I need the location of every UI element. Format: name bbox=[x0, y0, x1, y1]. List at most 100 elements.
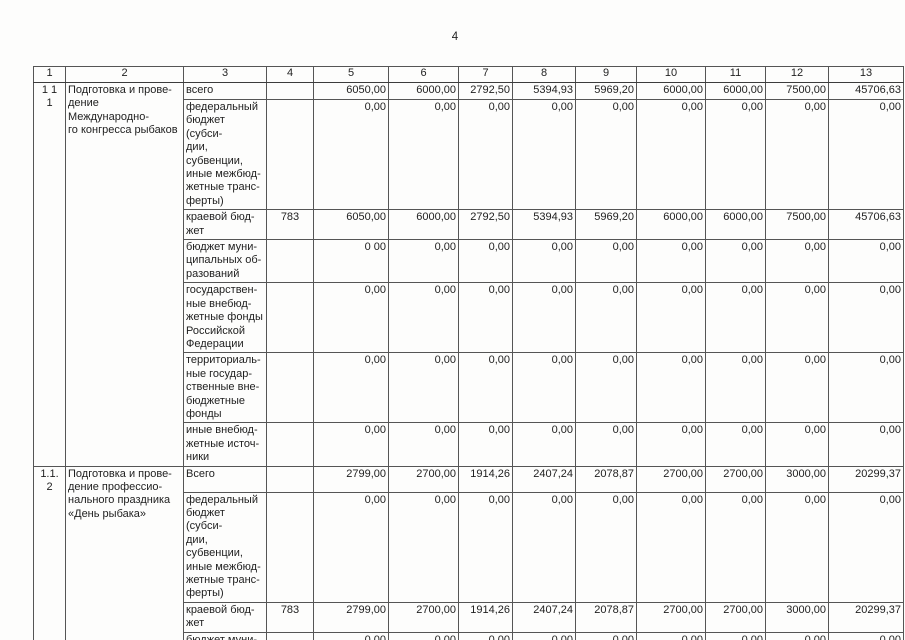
value-cell: 0,00 bbox=[636, 352, 706, 424]
value-cell: 0,00 bbox=[313, 282, 389, 354]
budget-type-cell: краевой бюд- жет bbox=[183, 209, 267, 241]
table-row: федеральный бюджет (субси- дии, субвенци… bbox=[34, 491, 904, 603]
table-header: 1 2 3 4 5 6 7 8 9 10 11 12 13 bbox=[33, 66, 904, 83]
value-cell: 0,00 bbox=[765, 491, 829, 603]
page-number: 4 bbox=[451, 31, 459, 43]
value-cell: 0,00 bbox=[512, 98, 576, 211]
table-row: краевой бюд- жет 783 2799,00 2700,00 1914,26… bbox=[34, 601, 904, 633]
budget-type-cell: Всего bbox=[183, 465, 267, 493]
value-cell: 2792,50 bbox=[458, 82, 513, 100]
value-cell: 0,00 bbox=[388, 491, 459, 603]
table-row: федеральный бюджет (субси- дии, субвенци… bbox=[34, 98, 904, 211]
value-cell: 5394,93 bbox=[512, 82, 576, 100]
value-cell: 0,00 bbox=[636, 282, 706, 354]
header-row: 1 2 3 4 5 6 7 8 9 10 11 12 13 bbox=[33, 66, 904, 83]
table-row: территориаль- ные государ- ственные вне-… bbox=[34, 352, 904, 424]
value-cell: 0,00 bbox=[512, 422, 576, 467]
value-cell: 0,00 bbox=[388, 352, 459, 424]
code-cell bbox=[266, 239, 314, 284]
value-cell: 0,00 bbox=[313, 352, 389, 424]
table-row: иные внебюд- жетные источ- ники 0,00 0,00 0… bbox=[34, 422, 904, 467]
column-header: 9 bbox=[575, 66, 637, 83]
code-cell bbox=[266, 491, 314, 603]
value-cell: 0,00 bbox=[575, 352, 637, 424]
budget-type-cell: федеральный бюджет (субси- дии, субвенци… bbox=[183, 491, 267, 603]
value-cell: 2700,00 bbox=[388, 601, 459, 633]
value-cell: 2700,00 bbox=[705, 465, 766, 493]
table-row: бюджет муни- ципальных об- разований 0 00… bbox=[34, 239, 904, 284]
column-header: 6 bbox=[388, 66, 459, 83]
value-cell: 0,00 bbox=[636, 239, 706, 284]
budget-type-cell: территориаль- ные государ- ственные вне-… bbox=[183, 352, 267, 424]
value-cell: 0,00 bbox=[512, 631, 576, 640]
code-cell bbox=[266, 98, 314, 211]
column-header: 3 bbox=[183, 66, 267, 83]
value-cell: 6000,00 bbox=[636, 209, 706, 241]
column-header: 1 bbox=[33, 66, 66, 83]
value-cell: 2407,24 bbox=[512, 601, 576, 633]
value-cell: 2700,00 bbox=[705, 601, 766, 633]
value-cell: 0,00 bbox=[388, 239, 459, 284]
value-cell: 5969,20 bbox=[575, 209, 637, 241]
value-cell: 0,00 bbox=[705, 98, 766, 211]
value-cell: 0,00 bbox=[828, 282, 904, 354]
row-number-cell: 1 1 1 bbox=[33, 82, 66, 467]
value-cell: 0,00 bbox=[828, 422, 904, 467]
value-cell: 1914,26 bbox=[458, 465, 513, 493]
column-header: 10 bbox=[636, 66, 706, 83]
value-cell: 0,00 bbox=[458, 352, 513, 424]
code-cell bbox=[266, 422, 314, 467]
value-cell: 0,00 bbox=[388, 631, 459, 640]
value-cell: 0,00 bbox=[636, 422, 706, 467]
code-cell bbox=[266, 631, 314, 640]
value-cell: 0,00 bbox=[313, 491, 389, 603]
value-cell: 2078,87 bbox=[575, 601, 637, 633]
value-cell: 45706,63 bbox=[828, 209, 904, 241]
value-cell: 0,00 bbox=[313, 631, 389, 640]
column-header: 4 bbox=[266, 66, 314, 83]
value-cell: 0,00 bbox=[458, 491, 513, 603]
column-header: 13 bbox=[828, 66, 904, 83]
value-cell: 6000,00 bbox=[705, 82, 766, 100]
activity-name-cell: Подготовка и прове- дение профессио- нал… bbox=[65, 465, 184, 640]
value-cell: 0,00 bbox=[828, 352, 904, 424]
value-cell: 0,00 bbox=[388, 422, 459, 467]
value-cell: 0,00 bbox=[636, 491, 706, 603]
value-cell: 6050,00 bbox=[313, 82, 389, 100]
code-cell bbox=[266, 465, 314, 493]
column-header: 5 bbox=[313, 66, 389, 83]
value-cell: 0,00 bbox=[458, 631, 513, 640]
value-cell: 3000,00 bbox=[765, 601, 829, 633]
code-cell bbox=[266, 82, 314, 100]
code-cell bbox=[266, 282, 314, 354]
budget-table: 1 2 3 4 5 6 7 8 9 10 11 12 13 1 1 1 Подготовка и пров… bbox=[33, 66, 904, 640]
value-cell: 0,00 bbox=[828, 631, 904, 640]
value-cell: 0,00 bbox=[313, 422, 389, 467]
column-header: 7 bbox=[458, 66, 513, 83]
value-cell: 1914,26 bbox=[458, 601, 513, 633]
budget-type-cell: иные внебюд- жетные источ- ники bbox=[183, 422, 267, 467]
value-cell: 6000,00 bbox=[636, 82, 706, 100]
budget-type-cell: краевой бюд- жет bbox=[183, 601, 267, 633]
table-row: 1.1. 2 Подготовка и прове- дение професси… bbox=[33, 465, 904, 640]
table-body: 1 1 1 Подготовка и прове- дение Междунаро… bbox=[33, 82, 904, 640]
value-cell: 0,00 bbox=[765, 239, 829, 284]
value-cell: 0,00 bbox=[575, 491, 637, 603]
value-cell: 0,00 bbox=[765, 631, 829, 640]
value-cell: 0,00 bbox=[636, 98, 706, 211]
value-cell: 0,00 bbox=[388, 282, 459, 354]
value-cell: 0,00 bbox=[512, 239, 576, 284]
value-cell: 2700,00 bbox=[388, 465, 459, 493]
value-cell: 20299,37 bbox=[828, 465, 904, 493]
value-cell: 2799,00 bbox=[313, 601, 389, 633]
value-cell: 2407,24 bbox=[512, 465, 576, 493]
value-cell: 6000,00 bbox=[388, 209, 459, 241]
budget-type-cell: бюджет муни- ципальных об- разований bbox=[183, 239, 267, 284]
value-cell: 0,00 bbox=[458, 282, 513, 354]
value-cell: 5969,20 bbox=[575, 82, 637, 100]
value-cell: 0,00 bbox=[705, 631, 766, 640]
activity-name-cell: Подготовка и прове- дение Международно- … bbox=[65, 82, 184, 467]
value-cell: 6000,00 bbox=[705, 209, 766, 241]
code-cell: 783 bbox=[266, 209, 314, 241]
